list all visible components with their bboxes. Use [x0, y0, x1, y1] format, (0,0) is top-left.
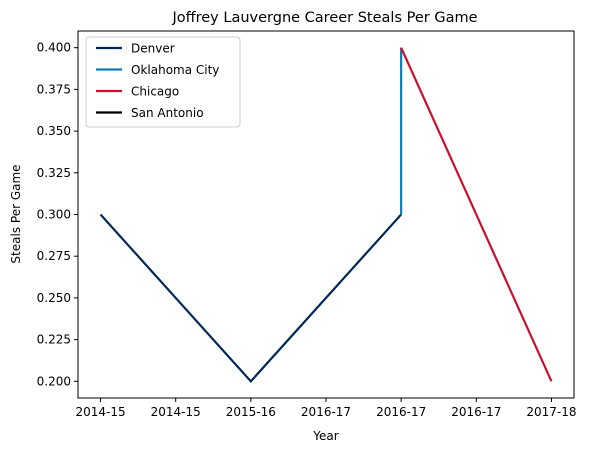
legend-label: Oklahoma City [131, 63, 219, 77]
y-tick-label: 0.325 [37, 166, 71, 180]
y-tick-label: 0.225 [37, 333, 71, 347]
legend-label: Denver [131, 42, 175, 56]
x-tick-label: 2016-17 [376, 405, 426, 419]
series-line-2 [400, 47, 553, 382]
series-line-0 [99, 213, 402, 383]
y-tick-label: 0.400 [37, 41, 71, 55]
y-axis: 0.200 0.225 0.250 0.275 0.300 0.325 0.350 0.375… [37, 41, 78, 388]
y-tick-label: 0.275 [37, 249, 71, 263]
x-tick-label: 2016-17 [451, 405, 501, 419]
x-axis: 2014-15 2014-15 2015-16 2016-17 2016-17 2016-… [75, 398, 577, 419]
legend-label: San Antonio [131, 106, 204, 120]
x-tick-label: 2016-17 [301, 405, 351, 419]
x-tick-label: 2017-18 [526, 405, 576, 419]
y-tick-label: 0.350 [37, 124, 71, 138]
y-tick-label: 0.200 [37, 374, 71, 388]
x-tick-label: 2015-16 [226, 405, 276, 419]
x-tick-label: 2014-15 [75, 405, 125, 419]
legend-label: Chicago [131, 85, 179, 99]
x-axis-label: Year [312, 429, 338, 443]
y-tick-label: 0.250 [37, 291, 71, 305]
y-tick-label: 0.375 [37, 82, 71, 96]
legend-box [85, 36, 241, 128]
x-tick-label: 2014-15 [151, 405, 201, 419]
legend: Denver Oklahoma City Chicago San Antonio [85, 36, 241, 128]
y-tick-label: 0.300 [37, 208, 71, 222]
y-axis-label: Steals Per Game [9, 164, 23, 263]
chart-title: Joffrey Lauvergne Career Steals Per Game [171, 10, 477, 26]
series-layer [99, 47, 553, 383]
